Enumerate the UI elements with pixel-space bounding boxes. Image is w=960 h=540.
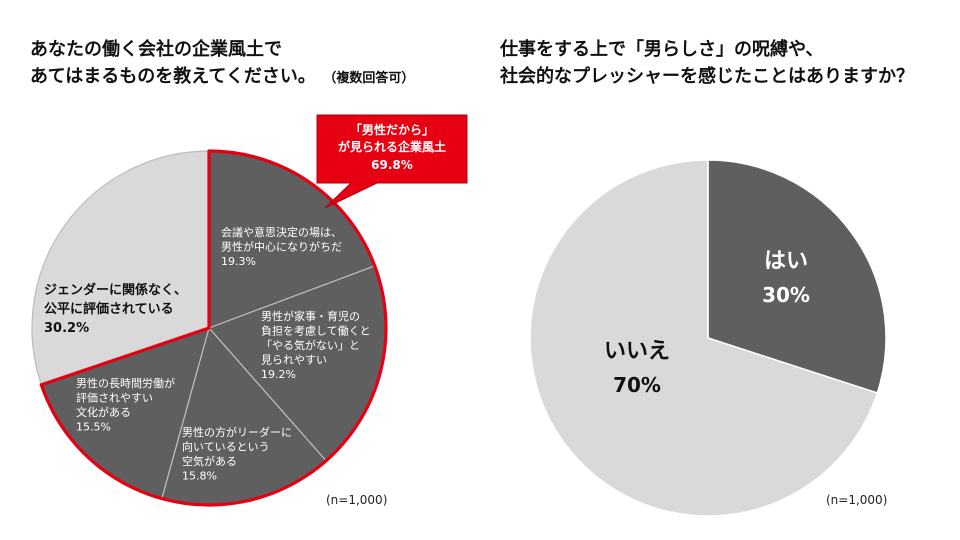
right-title-line2: 社会的なプレッシャーを感じたことはありますか？	[500, 66, 914, 87]
pie-slice	[707, 159, 887, 394]
slice-label-line: 19.2%	[261, 368, 296, 381]
slice-label-line: 公平に評価されている	[44, 301, 174, 317]
left-pie-chart	[31, 149, 388, 507]
slice-label-line: 30.2%	[44, 321, 89, 336]
callout-box	[316, 114, 468, 209]
left-sample-size: (n=1,000)	[326, 493, 388, 507]
left-title-line1: あなたの働く会社の企業風土で	[30, 39, 282, 60]
slice-label-line: 15.8%	[182, 470, 217, 483]
left-pie-labels: 会議や意思決定の場は、男性が中心になりがちだ 19.3% 男性が家事・育児の負担を考…	[44, 225, 371, 483]
slice-label-line: 男性が中心になりがちだ	[221, 240, 342, 254]
slice-label-line: 「やる気がない」と	[261, 338, 360, 352]
slice-label-line: 空気がある	[182, 454, 237, 468]
slice-label-line: 男性の長時間労働が	[76, 376, 175, 390]
slice-label-line: 負担を考慮して働くと	[261, 324, 371, 338]
pie-slice	[529, 159, 879, 517]
slice-label: ジェンダーに関係なく、公平に評価されている 30.2%	[44, 282, 187, 336]
slice-label-line: 男性の方がリーダーに	[182, 425, 292, 439]
callout-line1: 「男性だから」	[350, 122, 434, 137]
right-sample-size: (n=1,000)	[826, 493, 888, 507]
slice-label-line: 向いているという	[182, 440, 270, 454]
slice-label-line: 15.5%	[76, 421, 111, 434]
slice-label-line: 男性が家事・育児の	[261, 309, 360, 323]
highlight-outline	[39, 149, 388, 507]
pie-slice	[31, 150, 210, 386]
left-title-line2: あてはまるものを教えてください。	[30, 66, 316, 87]
slice-label: 男性の長時間労働が評価されやすい文化がある 15.5%	[76, 376, 175, 434]
slice-label-line: 見られやすい	[261, 354, 327, 367]
slice-label-line: 文化がある	[76, 405, 131, 419]
right-pie-labels: はい 30% いいえ 70%	[604, 249, 810, 397]
callout-line2: が見られる企業風土	[338, 139, 446, 154]
left-callout: 「男性だから」 が見られる企業風土 69.8%	[316, 114, 468, 209]
slice-label-line: ジェンダーに関係なく、	[44, 282, 187, 298]
slice-label: 男性が家事・育児の負担を考慮して働くと「やる気がない」と見られやすい 19.2%	[261, 309, 371, 381]
slice-label: 男性の方がリーダーに向いているという空気がある 15.8%	[182, 425, 292, 483]
slice-value: 30%	[762, 283, 810, 307]
slice-label: いいえ	[604, 339, 670, 364]
slice-label-line: 19.3%	[221, 255, 256, 268]
slice-label-line: 評価されやすい	[76, 391, 153, 405]
slice-label-line: 会議や意思決定の場は、	[221, 225, 342, 239]
slice-label: 会議や意思決定の場は、男性が中心になりがちだ 19.3%	[221, 225, 342, 268]
right-title-line1: 仕事をする上で「男らしさ」の呪縛や、	[500, 39, 824, 60]
slice-value: 70%	[613, 373, 661, 397]
left-title-note: （複数回答可）	[329, 71, 415, 86]
right-chart-title: 仕事をする上で「男らしさ」の呪縛や、 社会的なプレッシャーを感じたことはあります…	[500, 36, 914, 90]
callout-value: 69.8%	[371, 158, 413, 172]
slice-label: はい	[764, 249, 808, 274]
right-pie-chart	[529, 159, 887, 517]
left-chart-title: あなたの働く会社の企業風土で あてはまるものを教えてください。 （複数回答可）	[30, 36, 414, 92]
